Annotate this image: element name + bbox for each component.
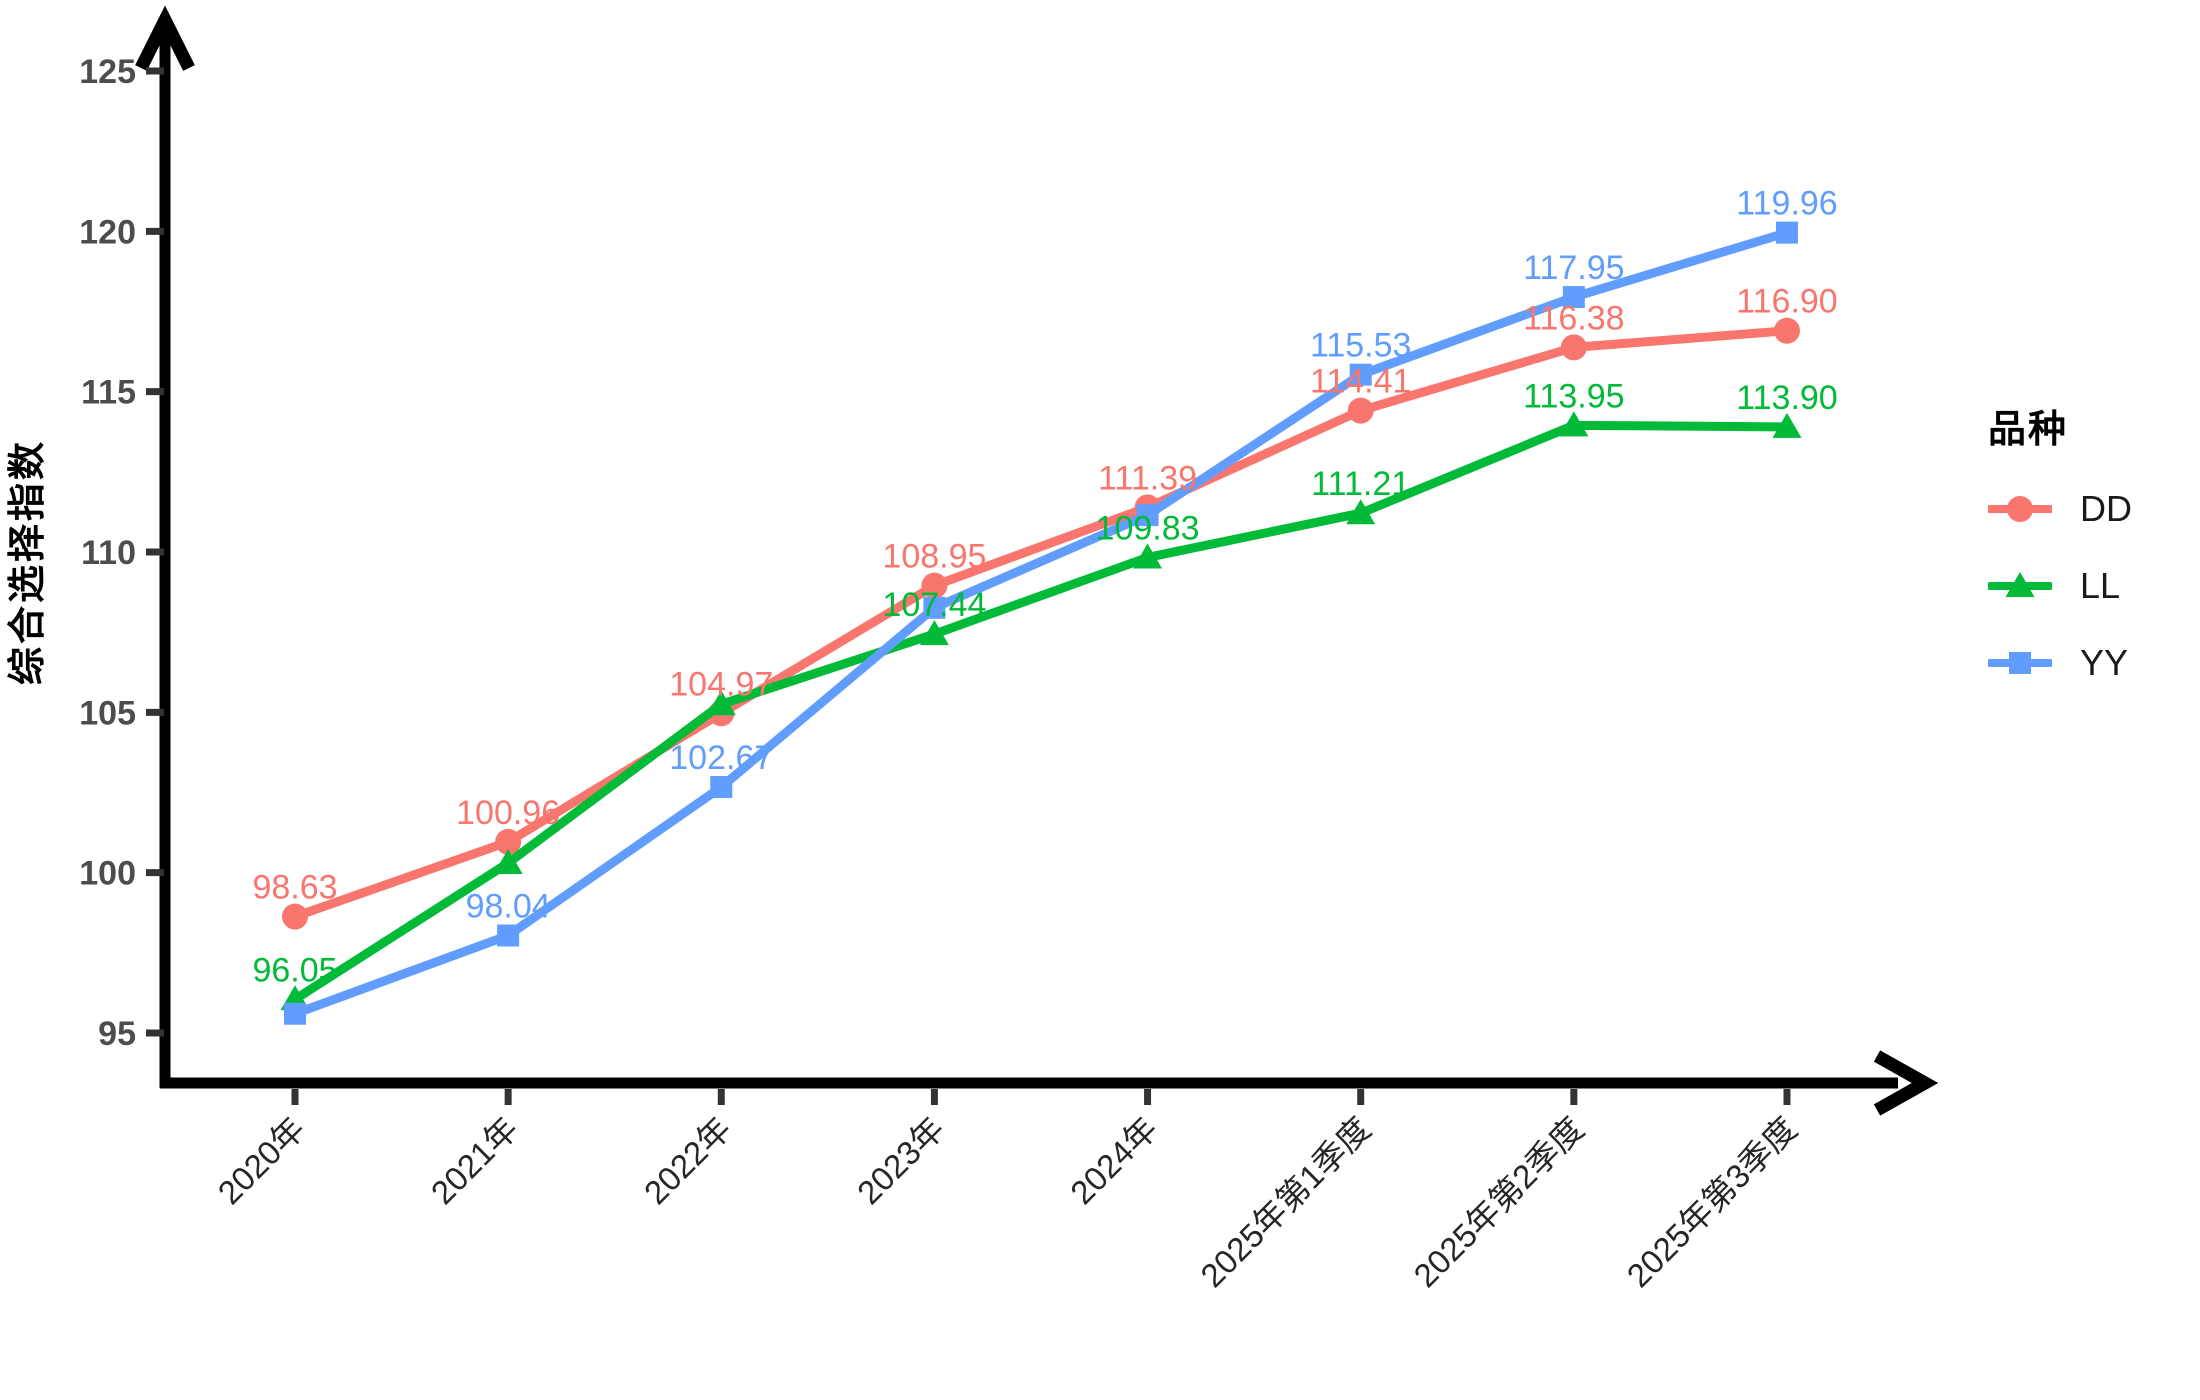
- value-label-DD-4: 111.39: [1098, 459, 1197, 497]
- data-point-YY-3: [923, 596, 946, 619]
- x-axis-arrow-icon: [1873, 1050, 1939, 1116]
- data-point-LL-5: [1346, 499, 1376, 525]
- value-label-LL-0: 96.05: [252, 951, 337, 989]
- data-point-YY-1: [497, 924, 520, 947]
- data-point-LL-3: [919, 620, 949, 646]
- y-tick-label: 120: [79, 213, 136, 251]
- value-label-YY-2: 102.67: [669, 739, 773, 777]
- legend-title: 品种: [1988, 409, 2069, 451]
- value-label-DD-1: 100.96: [456, 794, 560, 832]
- x-tick-label: 2024年: [1063, 1110, 1164, 1211]
- value-labels-LL: 96.05 107.44 109.83 111.21 113.95 113.90: [252, 377, 1837, 989]
- y-axis-title: 综合选择指数: [7, 439, 49, 685]
- y-axis-arrow-icon: [135, 5, 195, 71]
- value-label-DD-6: 116.38: [1523, 299, 1624, 337]
- data-point-DD-0: [282, 903, 308, 930]
- legend: 品种 DD LL YY: [1988, 398, 2132, 712]
- data-point-LL-4: [1133, 543, 1163, 569]
- data-point-LL-1: [493, 849, 523, 875]
- x-tick-label: 2025年第3季度: [1620, 1110, 1804, 1294]
- data-point-YY-2: [710, 776, 733, 799]
- legend-key-ll-icon: [1988, 572, 2052, 597]
- data-point-DD-1: [495, 828, 522, 855]
- value-label-DD-0: 98.63: [252, 869, 337, 907]
- value-label-DD-7: 116.90: [1736, 283, 1837, 321]
- legend-item-ll: LL: [1988, 558, 2132, 614]
- value-labels-DD: 98.63 100.96 104.97 108.95 111.39 114.41 116.3…: [252, 283, 1837, 907]
- value-label-YY-7: 119.96: [1736, 185, 1837, 223]
- legend-item-dd: DD: [1988, 481, 2132, 537]
- x-tick-label: 2022年: [637, 1110, 738, 1211]
- value-label-YY-5: 115.53: [1310, 327, 1411, 365]
- data-point-LL-6: [1559, 411, 1589, 437]
- x-tick-label: 2023年: [850, 1110, 951, 1211]
- legend-item-yy: YY: [1988, 635, 2132, 691]
- x-tick-label: 2025年第2季度: [1406, 1110, 1590, 1294]
- value-label-LL-3: 107.44: [882, 586, 986, 624]
- series-DD: [282, 317, 1800, 930]
- data-point-LL-2: [706, 690, 736, 716]
- y-axis-ticks: 95 100 105 110 115 120 125: [79, 53, 164, 1053]
- legend-key-dd-icon: [1988, 496, 2052, 522]
- data-point-YY-5: [1349, 363, 1372, 386]
- data-point-DD-7: [1773, 317, 1800, 344]
- legend-label-dd: DD: [2080, 488, 2132, 529]
- value-label-LL-5: 111.21: [1311, 465, 1410, 503]
- data-point-YY-4: [1136, 504, 1159, 527]
- x-tick-label: 2020年: [211, 1110, 312, 1211]
- value-label-DD-2: 104.97: [669, 665, 773, 703]
- data-point-YY-0: [284, 1002, 306, 1025]
- value-label-DD-3: 108.95: [882, 538, 986, 576]
- x-tick-label: 2021年: [424, 1110, 525, 1211]
- y-tick-label: 100: [79, 855, 136, 893]
- value-label-YY-1: 98.04: [466, 887, 551, 925]
- value-label-DD-5: 114.41: [1310, 363, 1411, 401]
- legend-marker-LL: [2005, 572, 2035, 597]
- x-tick-label: 2025年第1季度: [1193, 1110, 1377, 1294]
- y-tick-label: 110: [81, 534, 136, 572]
- data-point-DD-3: [921, 572, 948, 599]
- series-YY: [284, 221, 1798, 1025]
- y-tick-label: 125: [79, 53, 136, 91]
- y-tick-label: 95: [98, 1015, 136, 1053]
- legend-marker-YY: [2009, 652, 2031, 674]
- value-label-LL-6: 113.95: [1523, 377, 1624, 415]
- y-tick-label: 105: [79, 694, 136, 732]
- data-point-DD-5: [1347, 397, 1374, 424]
- data-point-DD-6: [1560, 334, 1587, 361]
- value-label-YY-6: 117.95: [1523, 249, 1624, 287]
- value-label-LL-7: 113.90: [1736, 379, 1837, 417]
- value-labels-YY: 98.04 102.67 115.53 117.95 119.96: [466, 185, 1838, 926]
- legend-label-yy: YY: [2080, 642, 2129, 683]
- data-point-LL-7: [1772, 412, 1802, 438]
- x-axis-ticks: 2020年 2021年 2022年 2023年 2024年 2025年第1季度 2025年第…: [211, 1089, 1804, 1294]
- value-label-LL-4: 109.83: [1096, 509, 1200, 547]
- series-LL: [280, 411, 1802, 1011]
- axes: [135, 5, 1939, 1116]
- y-tick-label: 115: [81, 374, 136, 412]
- legend-label-ll: LL: [2080, 565, 2121, 606]
- data-point-YY-7: [1775, 221, 1798, 244]
- data-point-YY-6: [1562, 286, 1585, 309]
- legend-key-yy-icon: [1988, 652, 2052, 674]
- legend-marker-DD: [2007, 496, 2033, 522]
